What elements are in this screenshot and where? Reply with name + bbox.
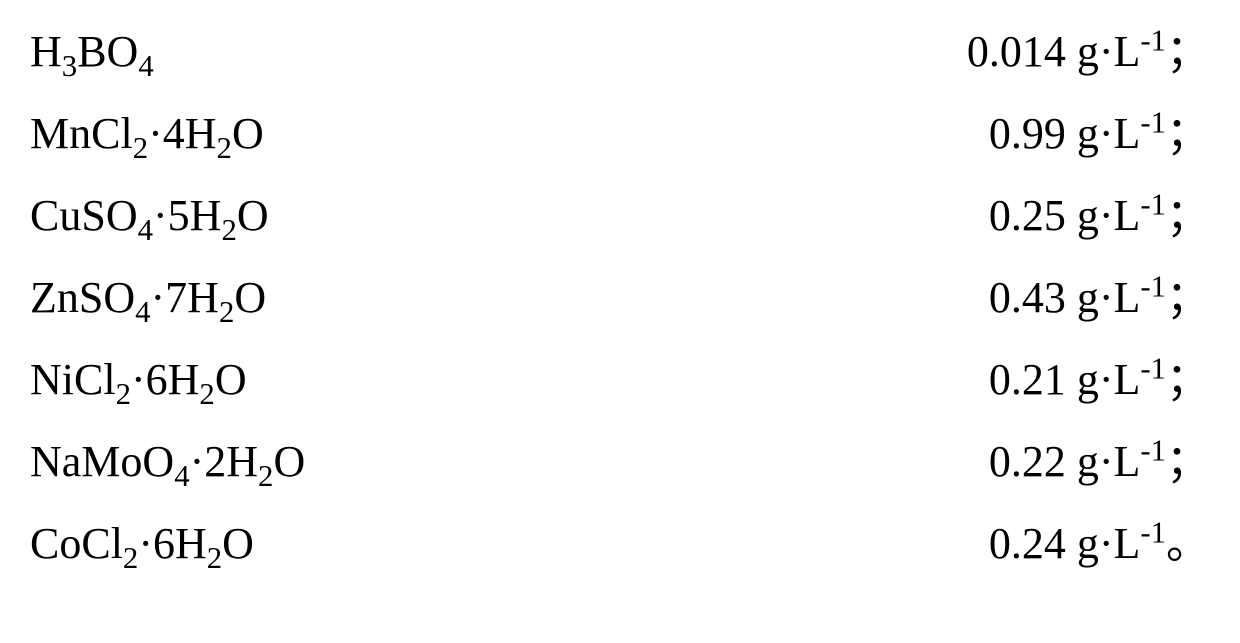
chemical-formula: CoCl2·6H2O [30, 522, 254, 566]
composition-row: H3BO4 0.014 g·L-1； [30, 30, 1210, 74]
chemical-formula: NiCl2·6H2O [30, 358, 247, 402]
concentration-value: 0.22 g·L-1； [989, 440, 1210, 484]
value-number: 0.43 [989, 273, 1066, 322]
composition-row: NaMoO4·2H2O 0.22 g·L-1； [30, 440, 1210, 484]
chemical-formula: NaMoO4·2H2O [30, 440, 305, 484]
value-unit: g·L-1 [1077, 355, 1166, 404]
value-terminator: ； [1166, 355, 1210, 404]
value-unit: g·L-1 [1077, 109, 1166, 158]
value-number: 0.99 [989, 109, 1066, 158]
value-unit: g·L-1 [1077, 191, 1166, 240]
concentration-value: 0.25 g·L-1； [989, 194, 1210, 238]
value-number: 0.21 [989, 355, 1066, 404]
concentration-value: 0.24 g·L-1。 [989, 522, 1210, 566]
value-unit: g·L-1 [1077, 27, 1166, 76]
chemical-composition-list: H3BO40.014 g·L-1；MnCl2·4H2O0.99 g·L-1；Cu… [30, 30, 1210, 566]
composition-row: CuSO4·5H2O 0.25 g·L-1； [30, 194, 1210, 238]
concentration-value: 0.21 g·L-1； [989, 358, 1210, 402]
concentration-value: 0.014 g·L-1； [967, 30, 1210, 74]
value-number: 0.22 [989, 437, 1066, 486]
value-terminator: 。 [1166, 519, 1210, 568]
value-number: 0.24 [989, 519, 1066, 568]
value-terminator: ； [1166, 109, 1210, 158]
value-terminator: ； [1166, 27, 1210, 76]
value-number: 0.014 [967, 27, 1066, 76]
value-number: 0.25 [989, 191, 1066, 240]
chemical-formula: MnCl2·4H2O [30, 112, 264, 156]
chemical-formula: H3BO4 [30, 30, 154, 74]
concentration-value: 0.99 g·L-1； [989, 112, 1210, 156]
value-terminator: ； [1166, 191, 1210, 240]
value-unit: g·L-1 [1077, 273, 1166, 322]
composition-row: MnCl2·4H2O 0.99 g·L-1； [30, 112, 1210, 156]
concentration-value: 0.43 g·L-1； [989, 276, 1210, 320]
value-unit: g·L-1 [1077, 519, 1166, 568]
composition-row: CoCl2·6H2O 0.24 g·L-1。 [30, 522, 1210, 566]
value-terminator: ； [1166, 437, 1210, 486]
value-unit: g·L-1 [1077, 437, 1166, 486]
chemical-formula: CuSO4·5H2O [30, 194, 269, 238]
composition-row: ZnSO4·7H2O 0.43 g·L-1； [30, 276, 1210, 320]
chemical-formula: ZnSO4·7H2O [30, 276, 266, 320]
composition-row: NiCl2·6H2O 0.21 g·L-1； [30, 358, 1210, 402]
value-terminator: ； [1166, 273, 1210, 322]
